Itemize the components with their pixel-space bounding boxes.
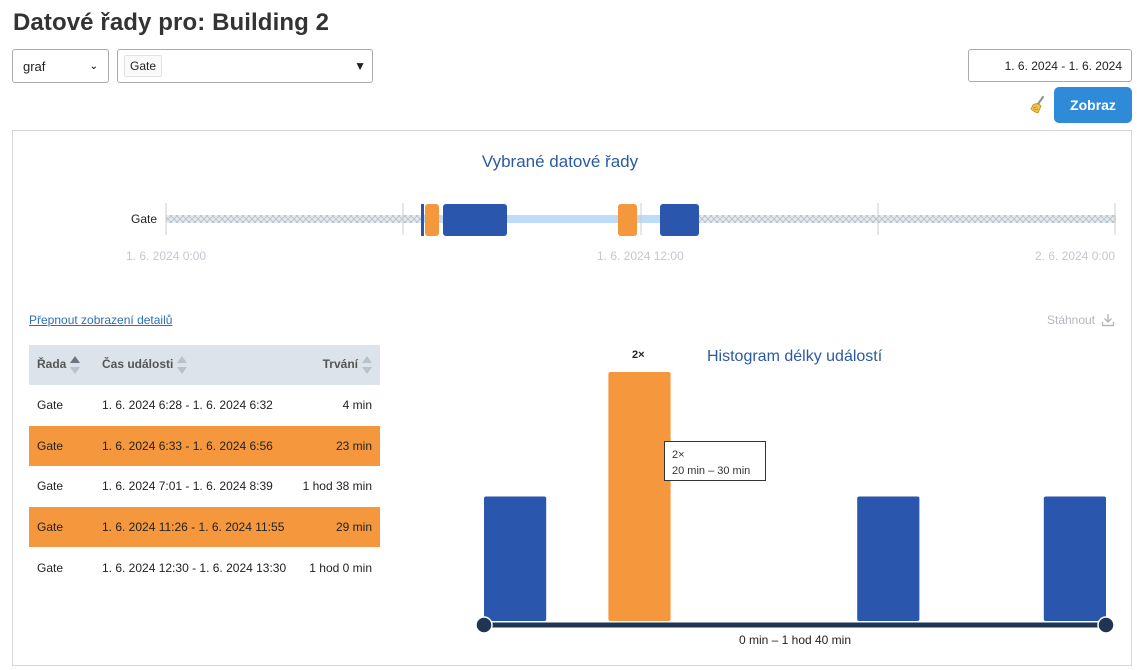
timeline-event-3[interactable] [443, 204, 507, 236]
download-icon [1101, 314, 1115, 327]
show-button[interactable]: Zobraz [1054, 87, 1132, 123]
histogram-tooltip: 2× 20 min – 30 min [664, 441, 766, 481]
timeline-nodata-right [699, 215, 1116, 223]
col-header-duration[interactable]: Trvání [290, 345, 380, 385]
histogram-bar[interactable] [484, 496, 547, 622]
histogram-title: Histogram délky událostí [707, 348, 883, 365]
histogram-range-handle-left[interactable] [475, 616, 493, 634]
timeline-chart [165, 203, 1116, 236]
histogram-top-label: 2× [632, 349, 645, 361]
cell-duration: 23 min [290, 425, 380, 467]
timeline-axis-label-end: 2. 6. 2024 0:00 [1035, 249, 1116, 263]
clear-broom-icon[interactable] [1029, 95, 1049, 115]
col-header-time[interactable]: Čas události [94, 345, 290, 385]
col-header-series[interactable]: Řada [29, 345, 94, 385]
cell-time: 1. 6. 2024 6:28 - 1. 6. 2024 6:32 [102, 398, 273, 413]
toggle-details-link[interactable]: Přepnout zobrazení detailů [29, 313, 173, 327]
cell-duration: 4 min [342, 398, 372, 413]
cell-time: 1. 6. 2024 6:33 - 1. 6. 2024 6:56 [94, 425, 290, 467]
cell-series: Gate [37, 560, 64, 575]
timeline-event-2[interactable] [425, 204, 439, 236]
table-row[interactable]: Gate 1. 6. 2024 7:01 - 1. 6. 2024 8:39 1… [29, 466, 380, 507]
cell-duration: 1 hod 0 min [309, 560, 372, 575]
timeline-event-4[interactable] [618, 204, 637, 236]
tooltip-count: 2× [672, 449, 685, 461]
date-range-input[interactable]: 1. 6. 2024 - 1. 6. 2024 [968, 49, 1132, 82]
timeline-axis-label-start: 1. 6. 2024 0:00 [126, 249, 207, 263]
download-label: Stáhnout [1047, 313, 1096, 327]
histogram-axis-label: 0 min – 1 hod 40 min [738, 633, 852, 647]
timeline-axis-label-mid: 1. 6. 2024 12:00 [597, 249, 684, 263]
timeline-idle-segment [421, 215, 699, 223]
cell-time: 1. 6. 2024 12:30 - 1. 6. 2024 13:30 [102, 560, 287, 575]
timeline-event-5[interactable] [660, 204, 699, 236]
table-row[interactable]: Gate 1. 6. 2024 6:28 - 1. 6. 2024 6:32 4… [29, 385, 380, 426]
timeline-nodata-left [166, 215, 421, 223]
tooltip-range: 20 min – 30 min [672, 465, 751, 477]
mode-select[interactable]: graf ⌄ [12, 49, 109, 83]
timeline-row-label: Gate [131, 212, 158, 226]
cell-series: Gate [29, 506, 94, 548]
mode-select-value: graf [23, 58, 46, 74]
histogram-range-handle-right[interactable] [1097, 616, 1115, 634]
histogram-bar[interactable] [608, 372, 671, 621]
table-row[interactable]: Gate 1. 6. 2024 12:30 - 1. 6. 2024 13:30… [29, 547, 380, 588]
cell-series: Gate [37, 398, 64, 413]
timeline-title: Vybrané datové řady [481, 152, 639, 171]
histogram-bar[interactable] [857, 496, 920, 622]
cell-series: Gate [37, 479, 64, 494]
cell-duration: 29 min [290, 506, 380, 548]
cell-series: Gate [29, 425, 94, 467]
page-title: Datové řady pro: Building 2 [13, 9, 330, 36]
download-button[interactable]: Stáhnout [1047, 313, 1115, 327]
series-select[interactable]: Gate ▼ [117, 49, 373, 83]
caret-down-icon: ▼ [354, 59, 366, 73]
series-chip[interactable]: Gate [124, 55, 163, 77]
table-row[interactable]: Gate 1. 6. 2024 6:33 - 1. 6. 2024 6:56 2… [29, 425, 380, 467]
cell-duration: 1 hod 38 min [302, 479, 372, 494]
cell-time: 1. 6. 2024 7:01 - 1. 6. 2024 8:39 [102, 479, 273, 494]
events-table: Řada Čas události Trvání Gate 1. 6. 2024… [29, 345, 380, 588]
chevron-down-icon: ⌄ [89, 60, 98, 72]
table-row[interactable]: Gate 1. 6. 2024 11:26 - 1. 6. 2024 11:55… [29, 506, 380, 548]
histogram-bar[interactable] [1043, 496, 1106, 622]
timeline-event-1[interactable] [421, 204, 424, 236]
cell-time: 1. 6. 2024 11:26 - 1. 6. 2024 11:55 [94, 506, 290, 548]
